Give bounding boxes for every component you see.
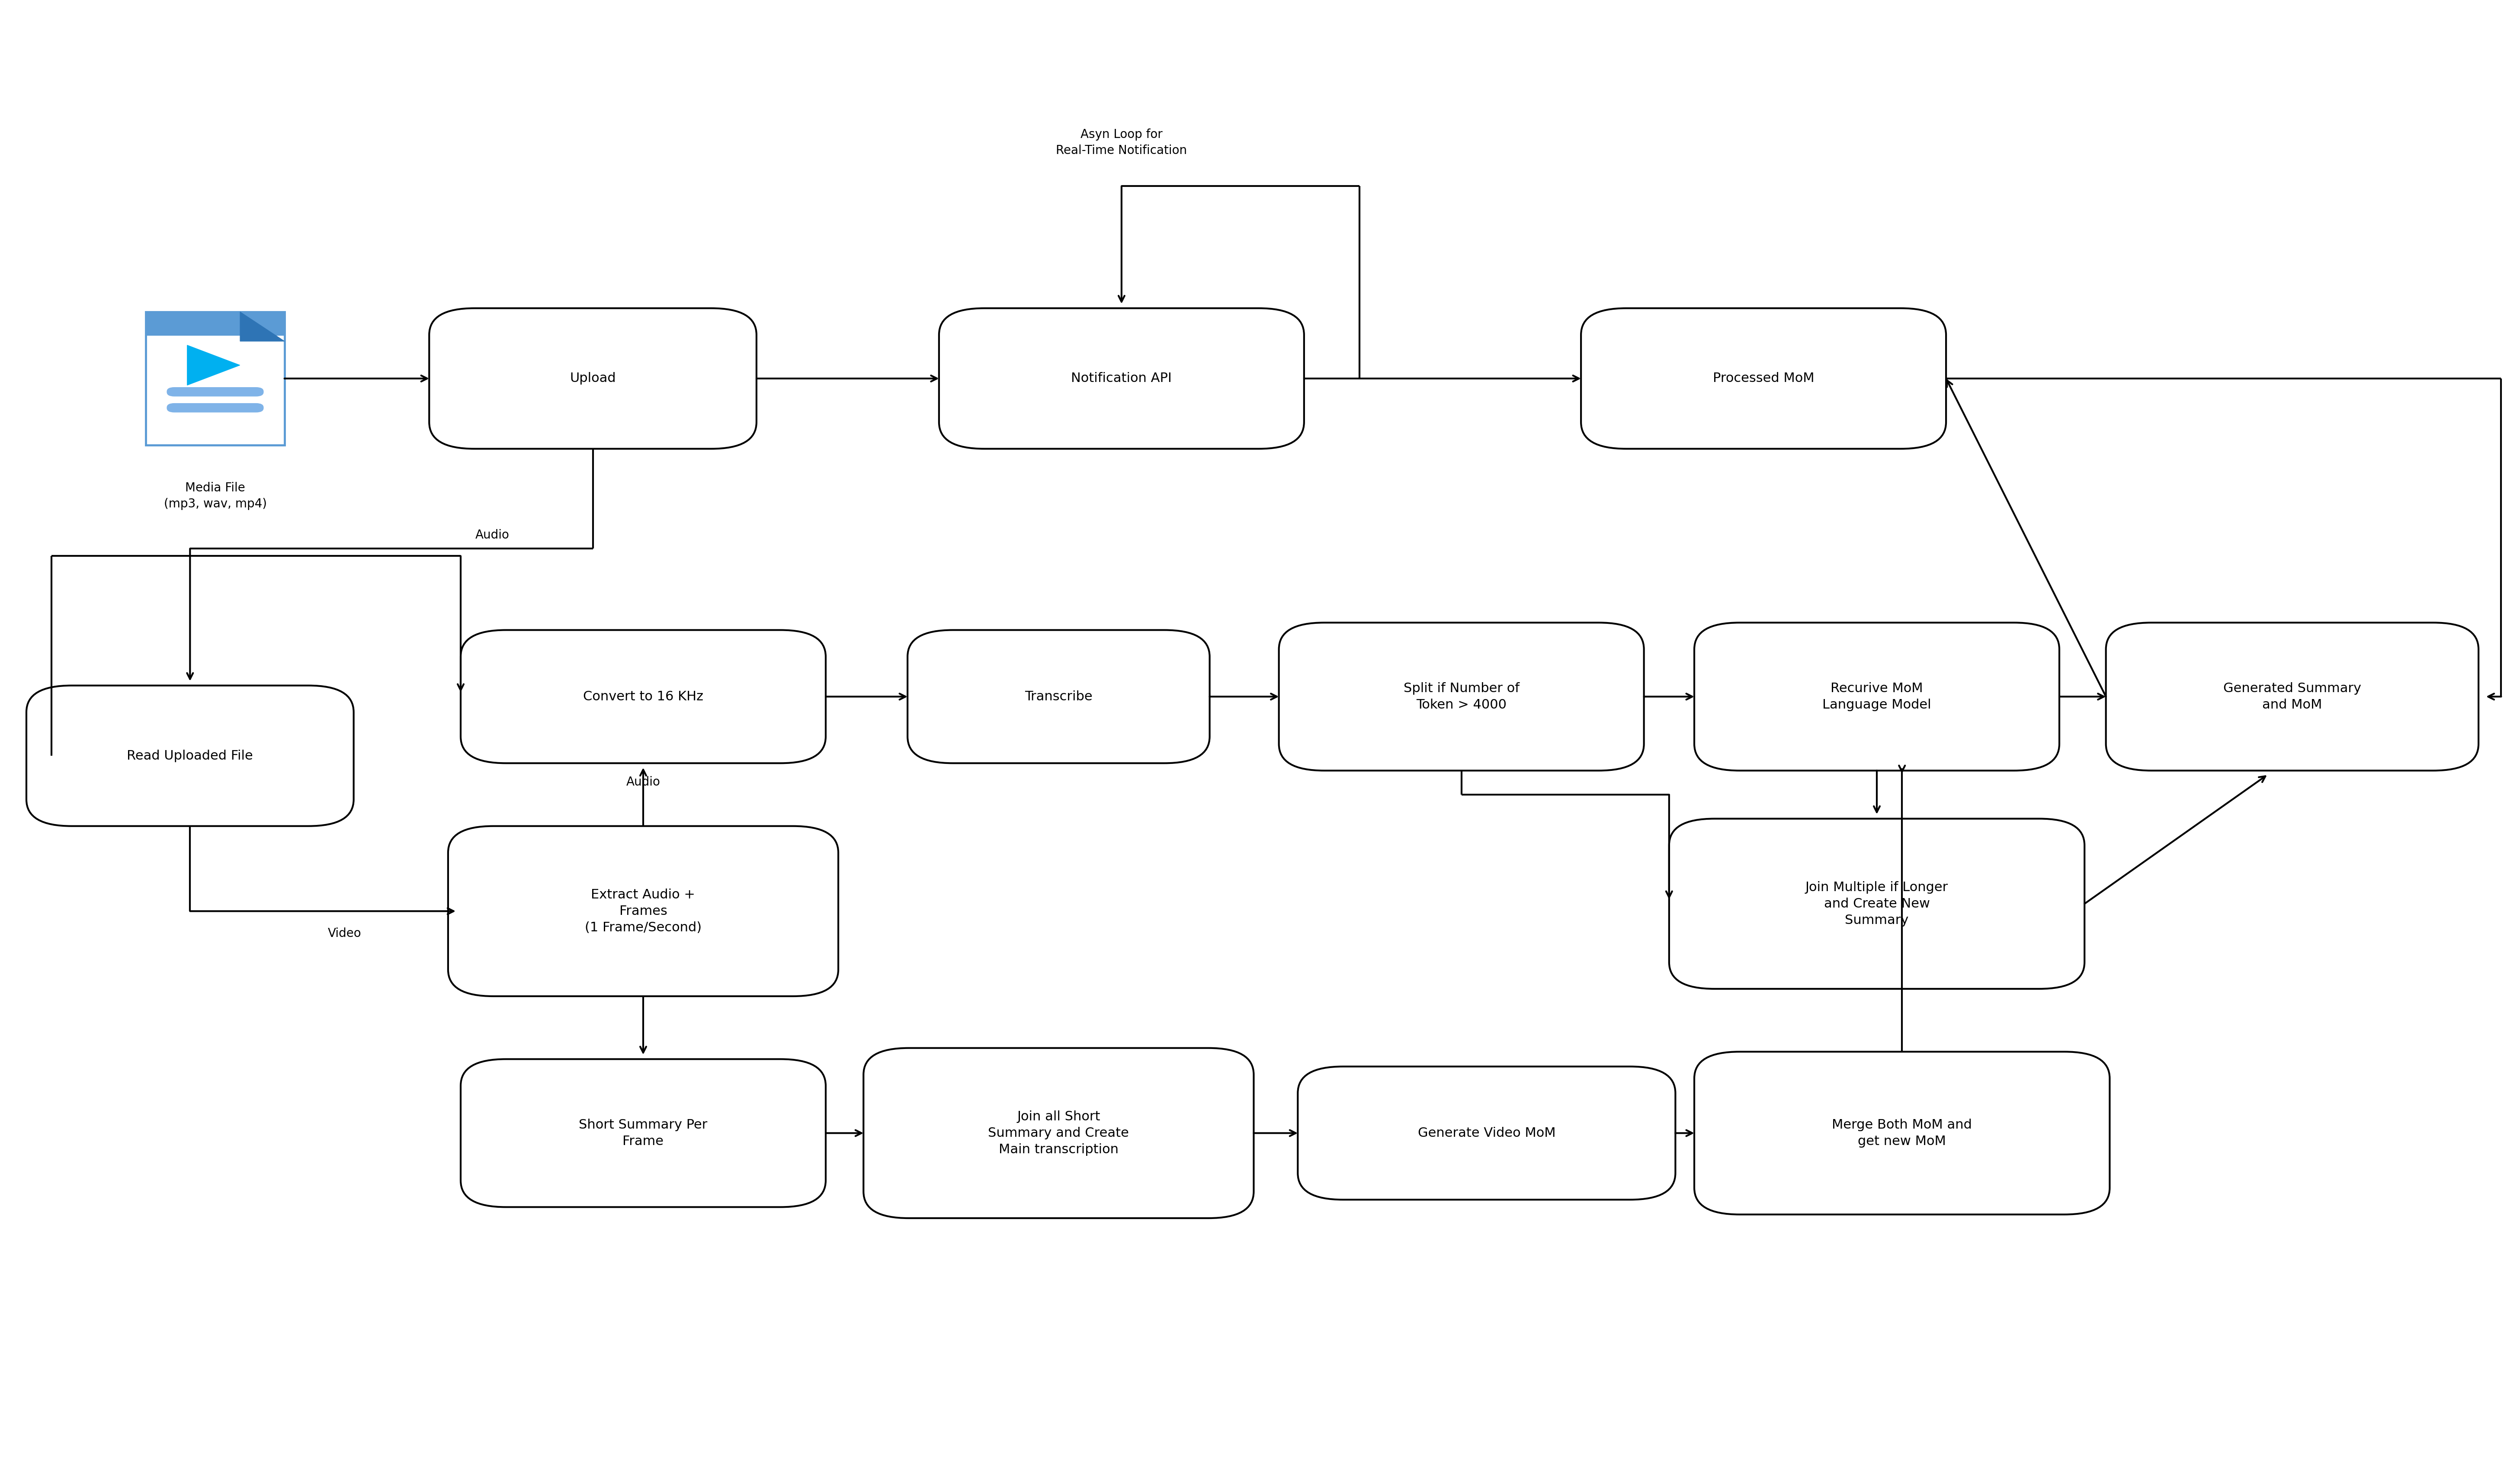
Text: Generated Summary
and MoM: Generated Summary and MoM <box>2223 682 2361 711</box>
FancyBboxPatch shape <box>25 686 353 825</box>
FancyBboxPatch shape <box>461 630 827 763</box>
Text: Join Multiple if Longer
and Create New
Summary: Join Multiple if Longer and Create New S… <box>1804 880 1948 926</box>
Text: Merge Both MoM and
get new MoM: Merge Both MoM and get new MoM <box>1832 1119 1973 1147</box>
FancyBboxPatch shape <box>166 387 265 397</box>
Text: Short Summary Per
Frame: Short Summary Per Frame <box>580 1119 708 1147</box>
FancyBboxPatch shape <box>146 311 285 336</box>
Text: Audio: Audio <box>476 529 509 541</box>
Text: Convert to 16 KHz: Convert to 16 KHz <box>582 691 703 702</box>
Text: Video: Video <box>328 928 360 940</box>
Text: Media File
(mp3, wav, mp4): Media File (mp3, wav, mp4) <box>164 482 267 510</box>
FancyBboxPatch shape <box>146 311 285 445</box>
FancyBboxPatch shape <box>461 1060 827 1206</box>
Text: Extract Audio +
Frames
(1 Frame/Second): Extract Audio + Frames (1 Frame/Second) <box>585 888 701 934</box>
FancyBboxPatch shape <box>1693 1052 2109 1214</box>
FancyBboxPatch shape <box>907 630 1210 763</box>
Polygon shape <box>239 311 285 341</box>
Text: Notification API: Notification API <box>1071 372 1172 385</box>
FancyBboxPatch shape <box>1298 1067 1676 1199</box>
Text: Asyn Loop for
Real-Time Notification: Asyn Loop for Real-Time Notification <box>1056 129 1187 157</box>
Text: Join all Short
Summary and Create
Main transcription: Join all Short Summary and Create Main t… <box>988 1110 1129 1156</box>
FancyBboxPatch shape <box>428 308 756 449</box>
Text: Transcribe: Transcribe <box>1026 691 1094 702</box>
Text: Audio: Audio <box>625 777 660 788</box>
FancyBboxPatch shape <box>940 308 1303 449</box>
FancyBboxPatch shape <box>1278 622 1643 771</box>
Text: Read Uploaded File: Read Uploaded File <box>126 750 252 762</box>
Text: Upload: Upload <box>570 372 615 385</box>
FancyBboxPatch shape <box>1668 818 2084 988</box>
Polygon shape <box>186 345 239 385</box>
Text: Split if Number of
Token > 4000: Split if Number of Token > 4000 <box>1404 682 1520 711</box>
FancyBboxPatch shape <box>449 825 839 996</box>
FancyBboxPatch shape <box>2107 622 2480 771</box>
Text: Processed MoM: Processed MoM <box>1714 372 1814 385</box>
FancyBboxPatch shape <box>1693 622 2059 771</box>
FancyBboxPatch shape <box>1580 308 1945 449</box>
FancyBboxPatch shape <box>166 403 265 412</box>
FancyBboxPatch shape <box>864 1048 1255 1218</box>
Text: Generate Video MoM: Generate Video MoM <box>1419 1126 1555 1140</box>
Text: Recurive MoM
Language Model: Recurive MoM Language Model <box>1822 682 1930 711</box>
